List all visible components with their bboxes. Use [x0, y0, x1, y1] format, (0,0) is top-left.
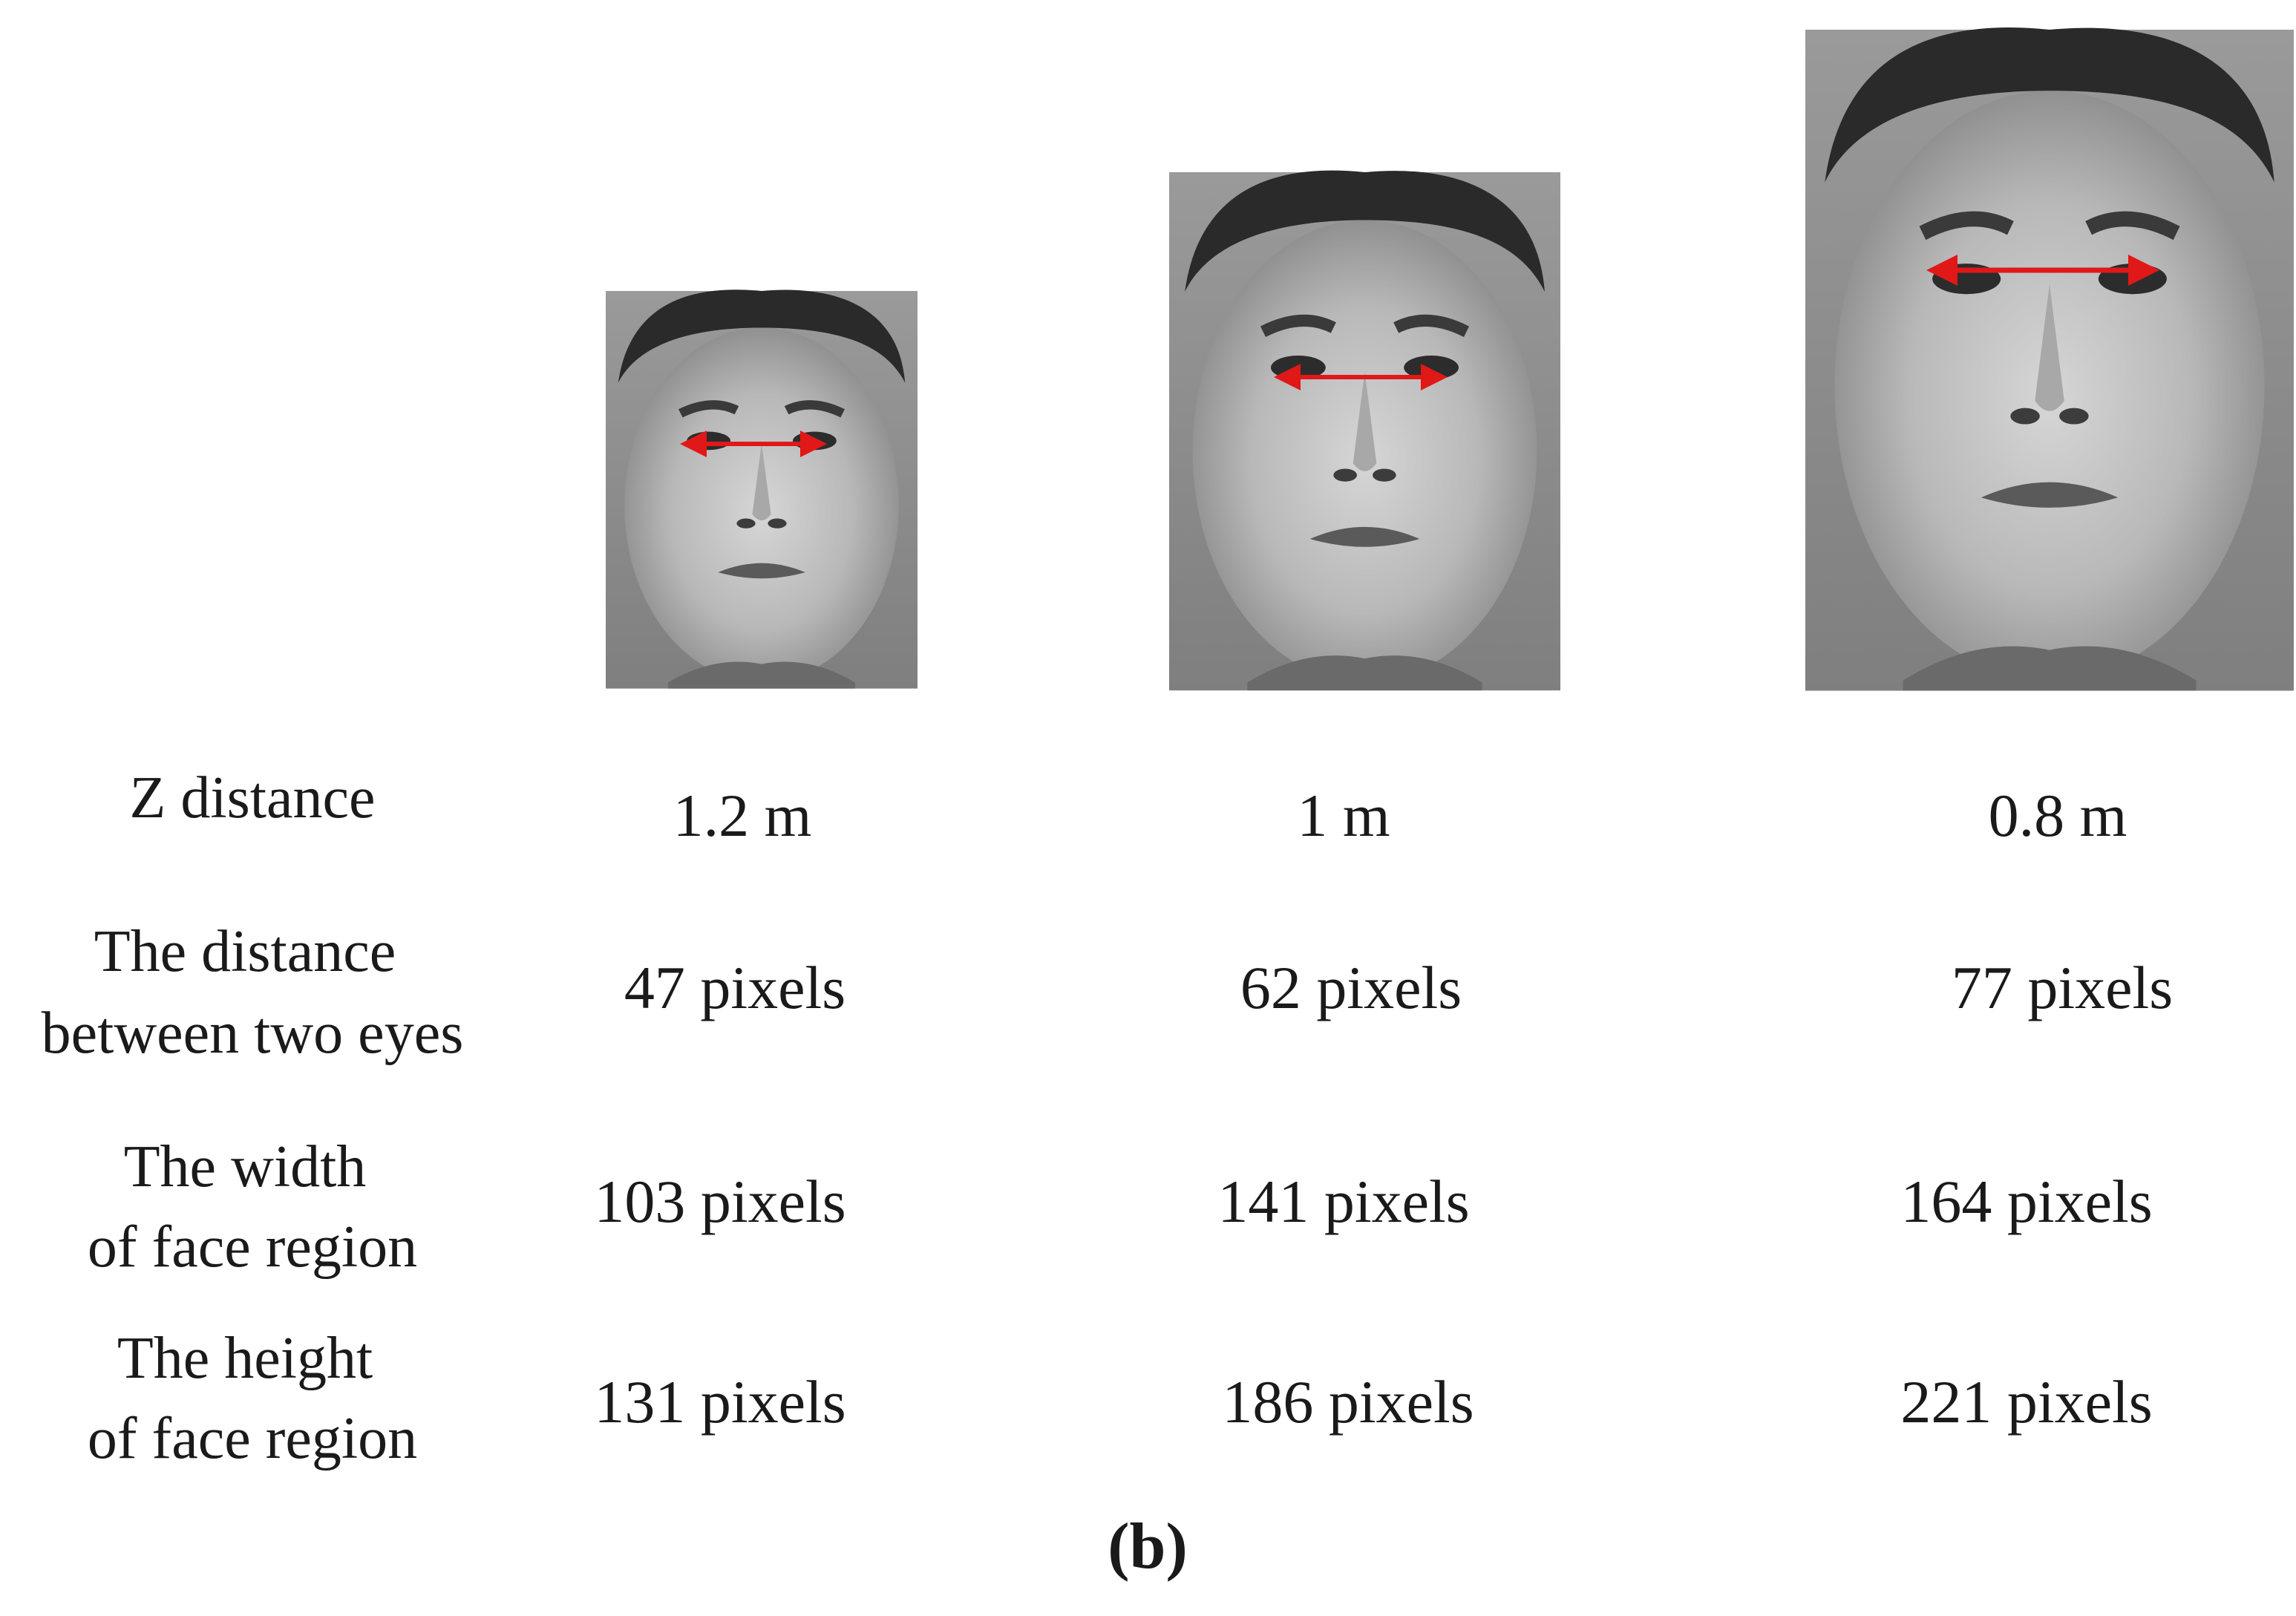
z-distance-value-1: 1.2 m — [673, 782, 812, 849]
face-photo-1-image — [606, 289, 918, 688]
face-photo-1 — [606, 289, 918, 688]
face-photo-3-image — [1805, 27, 2294, 690]
z-distance-value-3: 0.8 m — [1988, 782, 2127, 849]
face-height-value-1: 131 pixels — [594, 1368, 846, 1436]
face-photo-2 — [1169, 171, 1560, 690]
z-distance-value-2: 1 m — [1297, 782, 1390, 849]
panel-label: (b) — [1108, 1511, 1188, 1583]
face-photo-3 — [1805, 27, 2294, 690]
face-height-value-2: 186 pixels — [1222, 1368, 1474, 1436]
row-label-eye-distance-line2: between two eyes — [41, 1001, 464, 1066]
row-label-face-width-line1: The width — [123, 1134, 367, 1200]
face-width-value-1: 103 pixels — [594, 1168, 846, 1235]
eye-distance-value-1: 47 pixels — [624, 954, 846, 1021]
face-width-value-3: 164 pixels — [1900, 1168, 2153, 1235]
eye-distance-value-3: 77 pixels — [1951, 954, 2174, 1021]
row-label-face-height-line1: The height — [117, 1326, 373, 1391]
face-width-value-2: 141 pixels — [1217, 1168, 1470, 1235]
row-label-face-width-line2: of face region — [87, 1214, 418, 1280]
face-photo-2-image — [1169, 171, 1560, 690]
face-height-value-3: 221 pixels — [1900, 1368, 2153, 1436]
row-label-face-height-line2: of face region — [87, 1406, 418, 1471]
eye-distance-value-2: 62 pixels — [1240, 954, 1462, 1021]
row-label-z-distance: Z distance — [129, 765, 376, 831]
row-label-eye-distance-line1: The distance — [94, 919, 396, 984]
